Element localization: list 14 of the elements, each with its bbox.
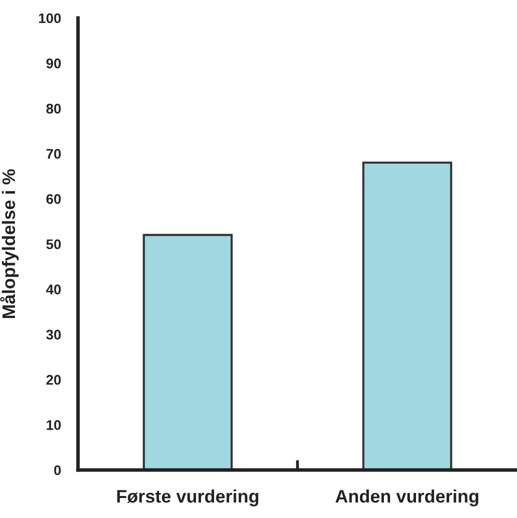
x-tick-label: Første vurdering [117,489,258,506]
y-tick-label: 30 [46,330,61,340]
y-tick-label: 70 [46,148,61,159]
y-tick-label: 10 [46,420,61,430]
x-tick-label: Anden vurdering [335,489,478,506]
y-tick-label: 20 [46,374,61,385]
y-tick-label: 100 [39,13,61,24]
y-tick-label: 50 [46,239,61,250]
y-tick-label: 90 [46,58,61,68]
y-tick-label: 40 [46,284,61,294]
y-tick-label: 80 [46,104,61,114]
y-tick-label: 60 [46,194,61,204]
y-tick-label: 0 [54,465,61,476]
y-axis-title: Målopfyldelse i % [0,169,19,318]
